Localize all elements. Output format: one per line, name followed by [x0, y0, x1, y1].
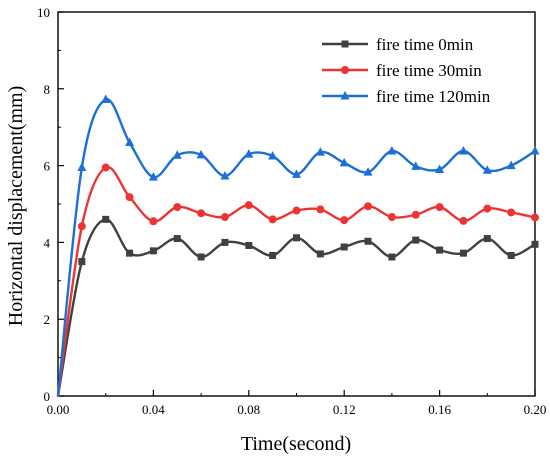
data-point	[77, 162, 87, 172]
legend-item: fire time 0min	[322, 35, 474, 54]
data-point	[245, 241, 253, 249]
y-tick-label: 0	[44, 389, 51, 404]
legend-marker	[341, 66, 349, 74]
series-layer	[56, 94, 540, 397]
data-point	[102, 215, 110, 223]
series-2	[56, 163, 539, 397]
data-point	[221, 238, 229, 246]
data-point	[411, 161, 421, 170]
data-point	[244, 149, 254, 158]
data-point	[78, 258, 86, 266]
data-point	[268, 151, 278, 160]
data-point	[197, 253, 205, 261]
y-tick-label: 2	[44, 312, 51, 327]
data-point	[125, 137, 135, 147]
data-point	[244, 201, 253, 210]
data-point	[292, 206, 301, 215]
series-3	[56, 94, 540, 397]
series-line	[56, 165, 536, 397]
data-point	[483, 235, 491, 243]
x-tick-label: 0.00	[47, 402, 70, 417]
legend-label: fire time 30min	[376, 61, 482, 80]
x-axis-title: Time(second)	[241, 433, 351, 455]
series-1	[56, 215, 539, 397]
data-point	[530, 146, 540, 155]
data-point	[268, 215, 277, 224]
legend-label: fire time 120min	[376, 87, 491, 106]
data-point	[363, 167, 373, 176]
data-point	[459, 249, 467, 257]
data-point	[436, 246, 444, 254]
data-point	[364, 237, 372, 245]
data-point	[77, 222, 86, 231]
data-point	[435, 164, 445, 173]
data-point	[316, 250, 324, 258]
data-point	[459, 216, 468, 225]
data-point	[149, 247, 157, 255]
x-tick-label: 0.04	[142, 402, 165, 417]
data-point	[126, 249, 134, 257]
x-tick-label: 0.16	[428, 402, 451, 417]
data-point	[101, 163, 110, 172]
data-point	[387, 146, 397, 155]
data-point	[507, 251, 515, 259]
data-point	[507, 208, 516, 217]
x-tick-label: 0.20	[524, 402, 547, 417]
x-axis: 0.00 0.04 0.08 0.12 0.16 0.20	[47, 390, 547, 417]
data-point	[172, 150, 182, 159]
x-tick-label: 0.08	[237, 402, 260, 417]
data-point	[173, 203, 182, 212]
series-line	[56, 218, 536, 397]
data-point	[531, 240, 539, 248]
data-point	[293, 234, 300, 242]
data-point	[220, 213, 229, 222]
data-point	[220, 170, 230, 180]
data-point	[531, 213, 539, 222]
legend-item: fire time 120min	[322, 87, 491, 106]
data-point	[196, 149, 206, 159]
data-point	[388, 253, 396, 261]
data-point	[387, 213, 396, 222]
data-point	[148, 172, 158, 181]
data-point	[173, 235, 181, 243]
data-point	[339, 157, 349, 167]
y-tick-label: 4	[44, 235, 51, 250]
y-tick-label: 8	[44, 82, 51, 97]
series-line	[56, 98, 536, 397]
data-point	[315, 147, 325, 156]
legend-item: fire time 30min	[322, 61, 482, 80]
y-tick-label: 6	[44, 159, 51, 174]
data-point	[458, 146, 468, 155]
legend-marker	[340, 91, 350, 100]
data-point	[482, 165, 492, 174]
data-point	[340, 216, 349, 225]
data-point	[411, 210, 420, 219]
data-point	[101, 94, 111, 104]
data-point	[435, 203, 444, 212]
data-point	[125, 193, 134, 202]
data-point	[483, 204, 492, 213]
data-point	[316, 205, 325, 214]
legend-marker	[341, 40, 349, 48]
y-tick-label: 10	[37, 5, 50, 20]
data-point	[340, 243, 348, 251]
data-point	[506, 160, 516, 170]
legend: fire time 0min fire time 30min fire time 1…	[322, 35, 491, 106]
data-point	[292, 169, 301, 178]
y-axis: 0 2 4 6 8 10	[37, 5, 64, 404]
data-point	[197, 209, 206, 218]
y-axis-title: Horizontal displacement(mm)	[5, 86, 27, 326]
legend-label: fire time 0min	[376, 35, 474, 54]
x-tick-label: 0.12	[333, 402, 356, 417]
data-point	[269, 251, 277, 259]
data-point	[364, 202, 373, 211]
data-point	[149, 217, 158, 226]
data-point	[412, 236, 420, 244]
